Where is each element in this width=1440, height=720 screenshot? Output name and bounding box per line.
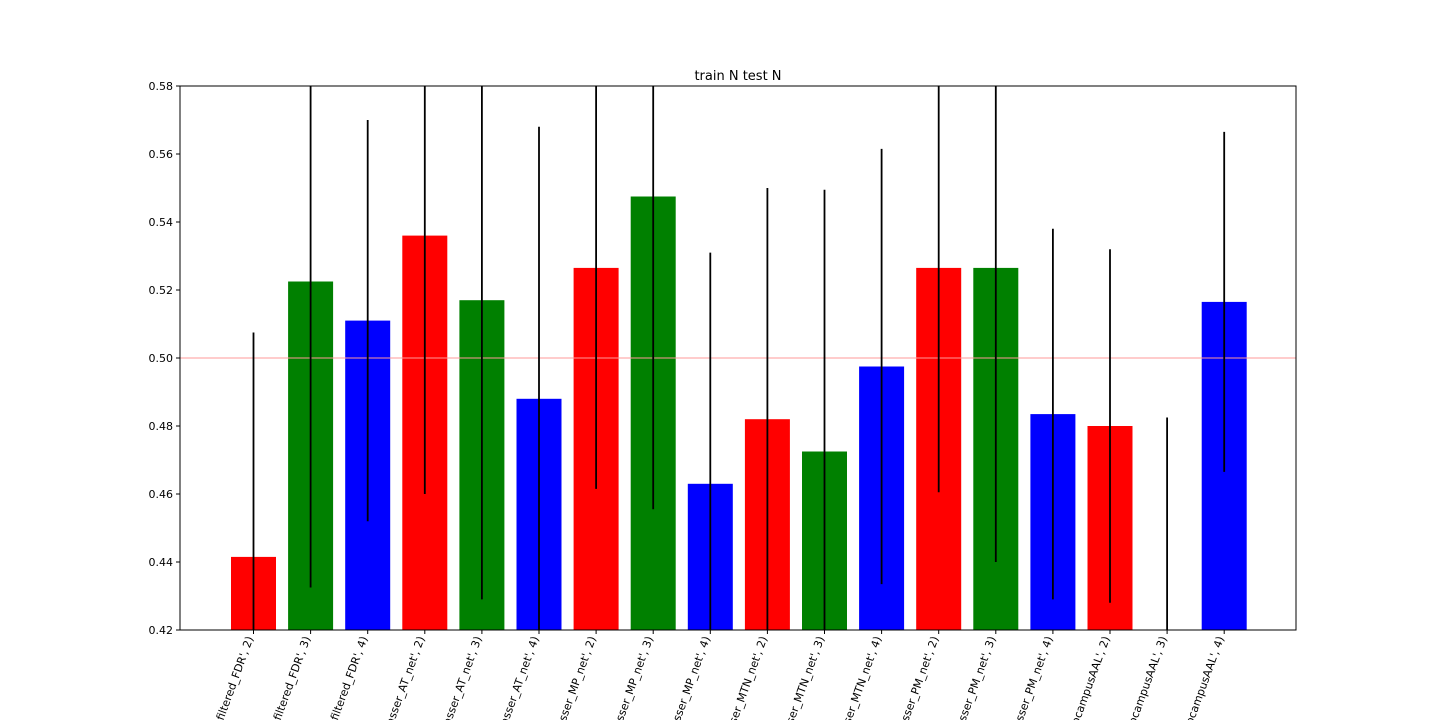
- x-tick-label: asser_PM_net', 3): [954, 635, 999, 720]
- x-tick-label: asser_AT_net', 2): [384, 635, 428, 720]
- x-tick-label: pocampusAAL', 4): [1181, 635, 1227, 720]
- y-tick-label: 0.54: [149, 216, 174, 229]
- x-tick-label: iser_MTN_net', 2): [726, 635, 771, 720]
- bars-group: [180, 86, 1296, 630]
- x-tick-label: asser_MP_net', 2): [554, 635, 599, 720]
- y-tick-label: 0.46: [149, 488, 174, 501]
- y-tick-label: 0.42: [149, 624, 174, 637]
- x-tick-label: _filtered_FDR', 4): [326, 635, 371, 720]
- x-tick-label: pocampusAAL', 3): [1124, 635, 1170, 720]
- x-tick-label: iser_MTN_net', 4): [840, 635, 885, 720]
- plot-area: 0.42 0.44 0.46 0.48 0.50 0.52 0.54 0.56 0.58 _fil…: [149, 80, 1297, 720]
- x-tick-label: asser_AT_net', 3): [441, 635, 485, 720]
- x-tick-label: asser_AT_net', 4): [498, 635, 542, 720]
- chart-title: train N test N: [694, 69, 781, 84]
- y-tick-label: 0.52: [149, 284, 174, 297]
- x-tick-label: _filtered_FDR', 2): [212, 635, 257, 720]
- y-tick-label: 0.50: [149, 352, 174, 365]
- x-tick-label: asser_PM_net', 4): [1011, 635, 1056, 720]
- x-tick-label: asser_PM_net', 2): [896, 635, 941, 720]
- x-tick-label: iser_MTN_net', 3): [783, 635, 828, 720]
- y-tick-label: 0.58: [149, 80, 174, 93]
- y-tick-label: 0.56: [149, 148, 174, 161]
- x-tick-label: _filtered_FDR', 3): [269, 635, 314, 720]
- x-tick-label: asser_MP_net', 3): [611, 635, 656, 720]
- y-tick-label: 0.44: [149, 556, 174, 569]
- x-tick-label: pocampusAAL', 2): [1067, 635, 1113, 720]
- y-tick-label: 0.48: [149, 420, 174, 433]
- x-tick-label: asser_MP_net', 4): [668, 635, 713, 720]
